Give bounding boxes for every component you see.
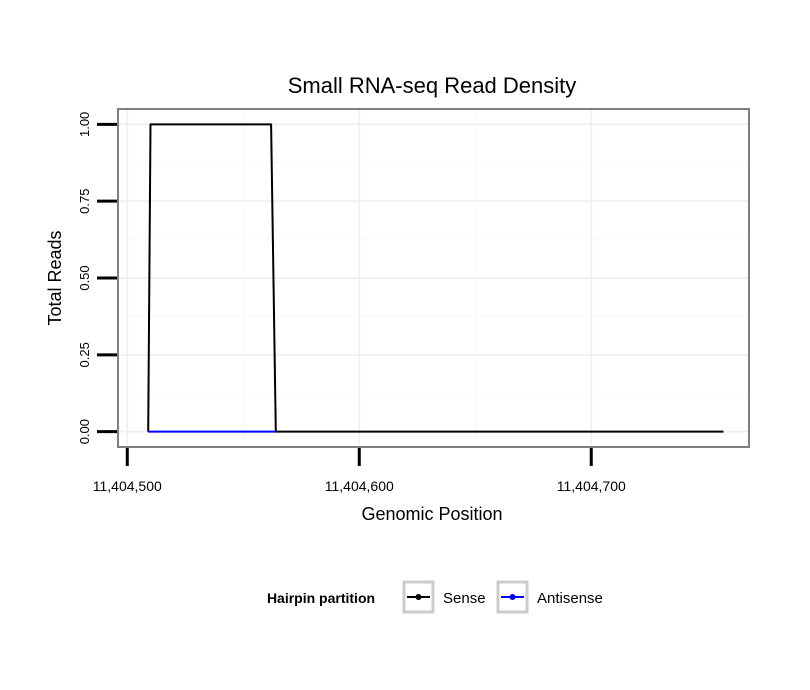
y-tick-label: 0.25 bbox=[77, 342, 92, 367]
y-axis-label: Total Reads bbox=[45, 230, 65, 325]
series-lines bbox=[147, 123, 724, 433]
x-axis-label: Genomic Position bbox=[361, 504, 502, 524]
x-tick-label: 11,404,600 bbox=[325, 478, 394, 494]
series-line-sense bbox=[147, 123, 724, 433]
legend-label-antisense: Antisense bbox=[537, 590, 603, 607]
legend: Hairpin partition Sense Antisense bbox=[267, 580, 603, 614]
chart-title: Small RNA-seq Read Density bbox=[288, 73, 577, 98]
x-tick-label: 11,404,500 bbox=[93, 478, 162, 494]
y-tick-label: 0.00 bbox=[77, 419, 92, 444]
legend-key-antisense bbox=[496, 580, 529, 614]
legend-label-sense: Sense bbox=[443, 590, 486, 607]
legend-title: Hairpin partition bbox=[267, 590, 375, 606]
x-tick-label: 11,404,700 bbox=[557, 478, 626, 494]
y-tick-label: 0.75 bbox=[77, 189, 92, 214]
legend-point-antisense bbox=[509, 594, 516, 600]
y-tick-label: 1.00 bbox=[77, 112, 92, 137]
y-axis: 0.00 0.25 0.50 0.75 1.00 bbox=[77, 112, 117, 444]
legend-point-sense bbox=[415, 594, 422, 600]
y-tick-label: 0.50 bbox=[77, 265, 92, 290]
x-axis: 11,404,500 11,404,600 11,404,700 bbox=[93, 448, 626, 494]
